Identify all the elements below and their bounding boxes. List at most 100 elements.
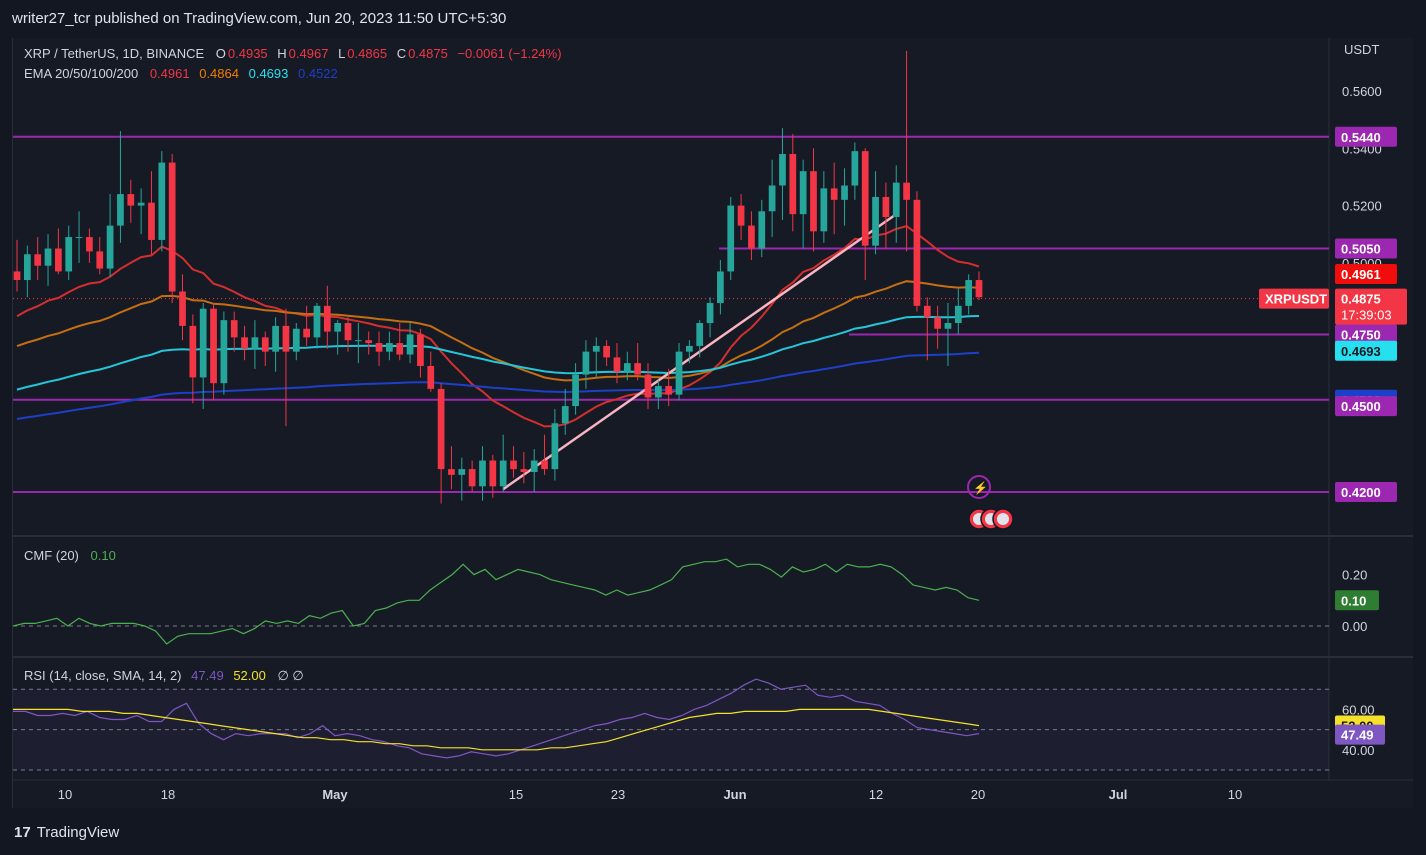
candle [965,274,973,315]
candle [634,343,642,381]
candle-body [241,337,248,349]
chart-canvas[interactable]: ⚡0.56000.54000.52000.5000USDT0.54400.505… [13,38,1413,808]
candle [137,188,145,235]
candle [592,337,600,378]
ema100-value: 0.4693 [248,66,289,81]
x-tick-label: Jul [1109,787,1128,802]
candle-body [934,317,941,329]
candle-body [779,153,786,186]
candle [851,142,859,200]
open-label: O [215,46,226,61]
candle [913,191,921,312]
candle-body [872,196,879,246]
price-label-badge [1335,238,1397,259]
candle [623,351,631,381]
candle-body [830,188,838,200]
price-label-text: 0.5440 [1341,130,1381,145]
candle-body [520,469,528,472]
low-value: 0.4865 [347,46,388,61]
main-legend: XRP / TetherUS, 1D, BINANCE O 0.4935 H 0.4… [24,46,564,61]
candle [448,446,455,490]
x-tick-label: 18 [161,787,175,802]
tradingview-logo-icon: 17 [14,824,31,841]
candle-body [944,323,952,329]
rsi-label: RSI (14, close, SMA, 14, 2) [24,668,182,683]
candle-body [86,237,93,252]
price-label-badge [1335,126,1397,147]
close-label: C [396,46,407,61]
candle [696,320,704,358]
candle-body [344,323,352,341]
candle [727,196,735,281]
candle-body [923,305,931,318]
candle [365,331,373,355]
candle-body [179,291,186,326]
chart-frame[interactable]: ⚡ 0.5600 0.5400 0.5200 0.5000 USDT 0.5440 0.505… [12,38,1413,808]
candle [117,131,124,243]
candle-body [954,305,962,324]
candle [520,451,528,484]
price-label-text: 0.4961 [1341,267,1381,282]
candle-body [851,151,859,186]
candle-body [789,153,797,215]
candle-body [34,254,42,266]
candle-body [861,151,869,246]
price-label-badge [1335,324,1397,345]
candle-body [810,171,817,232]
candle [292,323,300,361]
candle [820,171,828,243]
x-tick-label: 15 [509,787,523,802]
candle-body [717,271,724,303]
candle [654,380,662,409]
price-label-badge [1335,264,1397,285]
ema100-line [16,315,980,391]
candle [841,168,848,226]
ema20-value: 0.4961 [149,66,190,81]
candle [644,363,652,409]
candle [686,340,693,364]
candle [737,194,745,240]
candle-body [427,365,435,389]
candle [799,159,807,249]
candle [55,228,62,275]
candle-body [220,320,228,384]
candle [189,314,197,404]
candle [510,446,517,478]
candle [748,211,755,260]
tradingview-logo[interactable]: 17 TradingView [14,824,119,841]
candle [779,128,786,220]
candle [158,151,166,252]
candle [75,211,83,263]
tradingview-brand: TradingView [36,824,120,841]
event-flash-glyph: ⚡ [973,481,988,495]
candle-body [603,345,610,358]
candle-body [313,305,321,338]
candle [199,302,207,409]
candle-body [768,185,776,212]
candle-body [623,363,631,372]
rsi-legend: RSI (14, close, SMA, 14, 2) 47.49 52.00 … [24,668,306,684]
candle-body [541,460,548,470]
candle-body [303,328,310,338]
candle [572,363,579,415]
candle-body [592,345,600,352]
candle [479,446,486,501]
candle [954,288,962,335]
last-price-badge [1335,288,1407,325]
candle-body [551,423,559,470]
low-label: L [338,46,346,61]
ema50-value: 0.4864 [199,66,239,81]
candle-body [706,302,714,324]
symbol-badge-text: XRPUSDT [1265,292,1327,307]
candle-body [168,162,176,292]
candle-body [292,328,300,352]
change-value: −0.0061 (−1.24%) [457,46,562,61]
candle [148,171,155,255]
candle [220,311,228,395]
candle [437,383,445,504]
candle [272,317,279,372]
candle-body [44,248,52,266]
candle-body [365,340,373,344]
candle-body [675,351,683,395]
candle [541,434,548,475]
